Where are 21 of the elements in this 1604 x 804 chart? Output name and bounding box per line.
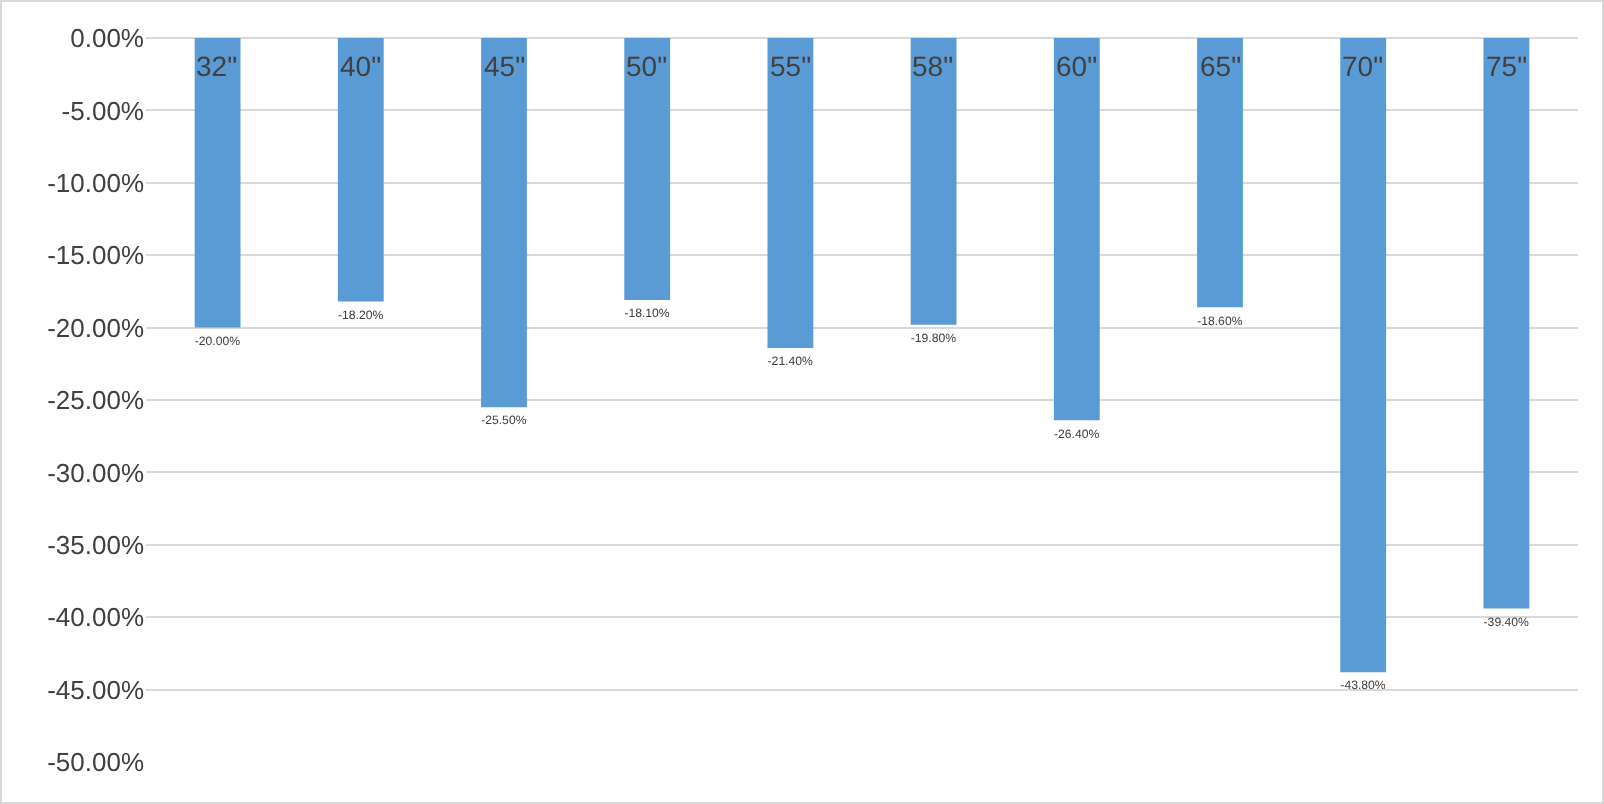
y-tick-label: -25.00% <box>47 385 145 416</box>
y-tick-label: -50.00% <box>47 747 145 778</box>
y-tick-label: -20.00% <box>47 312 145 343</box>
y-tick-label: -45.00% <box>47 674 145 705</box>
y-tick-label: -15.00% <box>47 240 145 271</box>
y-tick-label: -40.00% <box>47 602 145 633</box>
x-tick-label: 70" <box>1342 50 1384 82</box>
x-tick-label: 50" <box>626 50 668 82</box>
x-tick-label: 55" <box>770 50 812 82</box>
x-tick-label: 32" <box>196 50 238 82</box>
x-tick-label: 75" <box>1486 50 1528 82</box>
x-tick-label: 40" <box>340 50 382 82</box>
x-tick-label: 45" <box>484 50 526 82</box>
x-tick-label: 65" <box>1200 50 1242 82</box>
y-tick-label: 0.00% <box>70 23 145 54</box>
x-tick-label: 60" <box>1056 50 1098 82</box>
y-tick-label: -5.00% <box>61 95 145 126</box>
x-tick-label: 58" <box>912 50 954 82</box>
y-tick-label: -10.00% <box>47 167 145 198</box>
y-tick-label: -35.00% <box>47 529 145 560</box>
y-tick-label: -30.00% <box>47 457 145 488</box>
